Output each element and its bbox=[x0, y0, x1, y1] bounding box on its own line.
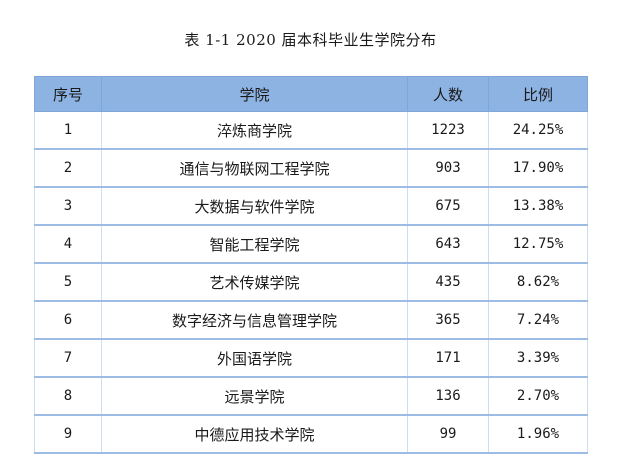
table-row: 7 外国语学院 171 3.39% bbox=[34, 339, 588, 378]
cell-ratio: 1.96% bbox=[488, 415, 588, 454]
cell-ratio: 8.62% bbox=[488, 263, 588, 302]
cell-count: 171 bbox=[407, 339, 489, 378]
table-caption: 表 1-1 2020 届本科毕业生学院分布 bbox=[184, 31, 437, 49]
table-row: 9 中德应用技术学院 99 1.96% bbox=[34, 415, 588, 454]
table-row: 6 数字经济与信息管理学院 365 7.24% bbox=[34, 301, 588, 340]
cell-college: 中德应用技术学院 bbox=[101, 415, 408, 454]
cell-ratio: 2.70% bbox=[488, 377, 588, 416]
cell-count: 99 bbox=[407, 415, 489, 454]
cell-count: 903 bbox=[407, 149, 489, 188]
header-count: 人数 bbox=[407, 76, 489, 112]
table-row: 8 远景学院 136 2.70% bbox=[34, 377, 588, 416]
cell-college: 艺术传媒学院 bbox=[101, 263, 408, 302]
table-row: 1 淬炼商学院 1223 24.25% bbox=[34, 111, 588, 150]
cell-no: 1 bbox=[34, 111, 102, 150]
cell-ratio: 13.38% bbox=[488, 187, 588, 226]
cell-college: 大数据与软件学院 bbox=[101, 187, 408, 226]
table-row: 3 大数据与软件学院 675 13.38% bbox=[34, 187, 588, 226]
cell-ratio: 24.25% bbox=[488, 111, 588, 150]
cell-count: 365 bbox=[407, 301, 489, 340]
cell-count: 435 bbox=[407, 263, 489, 302]
cell-count: 675 bbox=[407, 187, 489, 226]
cell-no: 7 bbox=[34, 339, 102, 378]
table-row: 2 通信与物联网工程学院 903 17.90% bbox=[34, 149, 588, 188]
table-body: 1 淬炼商学院 1223 24.25% 2 通信与物联网工程学院 903 17.… bbox=[34, 111, 588, 454]
cell-ratio: 12.75% bbox=[488, 225, 588, 264]
cell-count: 643 bbox=[407, 225, 489, 264]
table-header: 序号 学院 人数 比例 bbox=[34, 76, 588, 112]
college-distribution-table: 序号 学院 人数 比例 1 淬炼商学院 1223 24.25% 2 通信与物联网… bbox=[34, 76, 588, 454]
header-ratio: 比例 bbox=[488, 76, 588, 112]
cell-no: 6 bbox=[34, 301, 102, 340]
cell-count: 1223 bbox=[407, 111, 489, 150]
cell-no: 5 bbox=[34, 263, 102, 302]
cell-count: 136 bbox=[407, 377, 489, 416]
cell-ratio: 17.90% bbox=[488, 149, 588, 188]
table-row: 4 智能工程学院 643 12.75% bbox=[34, 225, 588, 264]
cell-no: 4 bbox=[34, 225, 102, 264]
cell-no: 9 bbox=[34, 415, 102, 454]
cell-ratio: 3.39% bbox=[488, 339, 588, 378]
header-no: 序号 bbox=[34, 76, 102, 112]
header-row: 序号 学院 人数 比例 bbox=[34, 76, 588, 112]
cell-ratio: 7.24% bbox=[488, 301, 588, 340]
cell-no: 2 bbox=[34, 149, 102, 188]
cell-no: 3 bbox=[34, 187, 102, 226]
header-college: 学院 bbox=[101, 76, 408, 112]
cell-college: 远景学院 bbox=[101, 377, 408, 416]
college-distribution-table-container: 序号 学院 人数 比例 1 淬炼商学院 1223 24.25% 2 通信与物联网… bbox=[34, 76, 588, 454]
cell-college: 数字经济与信息管理学院 bbox=[101, 301, 408, 340]
cell-college: 淬炼商学院 bbox=[101, 111, 408, 150]
cell-college: 通信与物联网工程学院 bbox=[101, 149, 408, 188]
cell-college: 智能工程学院 bbox=[101, 225, 408, 264]
cell-no: 8 bbox=[34, 377, 102, 416]
cell-college: 外国语学院 bbox=[101, 339, 408, 378]
table-row: 5 艺术传媒学院 435 8.62% bbox=[34, 263, 588, 302]
